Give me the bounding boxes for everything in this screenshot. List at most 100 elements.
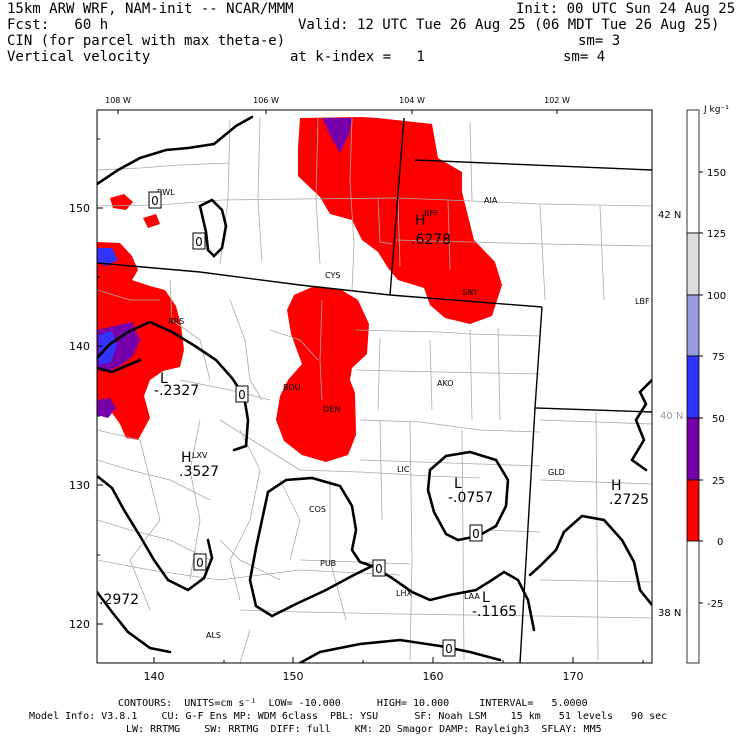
extremum-value: .6278 — [411, 232, 451, 248]
svg-text:0: 0 — [375, 562, 383, 576]
vv-contour-zero-east-loop — [426, 450, 510, 542]
cin-red-region-west — [97, 242, 184, 440]
station-rrs: RRS — [168, 317, 184, 326]
vv-contour-zero-west-tail — [97, 358, 142, 374]
vv-contour-zero-nw — [97, 115, 254, 186]
contours-info: CONTOURS: UNITS=cm s⁻¹ LOW= -10.000 HIGH… — [118, 698, 588, 709]
cin-red-region-north — [298, 117, 502, 324]
station-aia: AIA — [484, 196, 498, 205]
colorbar-label: 100 — [707, 291, 726, 302]
extremum-letter: H — [611, 478, 622, 494]
contour-label-box: 0 — [235, 385, 249, 403]
cin-red-region-denver — [276, 287, 369, 462]
field-cin-smooth: sm= 3 — [578, 33, 621, 49]
field-vv-label: Vertical velocity — [7, 49, 151, 65]
station-sny: SNY — [462, 288, 478, 297]
contour-label-box: 0 — [469, 524, 483, 542]
svg-text:0: 0 — [238, 388, 246, 402]
colorbar-label: 0 — [717, 537, 723, 548]
colorbar-label: -25 — [707, 599, 723, 610]
forecast-hour: Fcst: 60 h — [7, 17, 109, 33]
station-gld: GLD — [548, 468, 565, 477]
y-tick-label: 150 — [69, 202, 90, 215]
vv-contour-zero-east-edge — [630, 378, 652, 472]
model-title: 15km ARW WRF, NAM-init -- NCAR/MMM — [7, 1, 294, 17]
lon-labels: 108 W 106 W 104 W 102 W — [105, 96, 570, 105]
extremum-letter: H — [415, 213, 426, 229]
contour-label-box: 0 — [192, 232, 206, 250]
cin-blue-patch-nw — [97, 248, 118, 266]
svg-text:0: 0 — [151, 194, 159, 208]
station-pub: PUB — [320, 559, 336, 568]
k-index-label: at k-index = 1 — [290, 49, 425, 65]
lat-label: 38 N — [658, 608, 681, 619]
contour-label-box: 0 — [442, 639, 456, 657]
co-ks-border — [519, 407, 536, 663]
station-bou: BOU — [283, 383, 301, 392]
x-tick-label: 150 — [283, 670, 304, 683]
ne-ks-border — [534, 306, 652, 413]
colorbar-unit: J kg⁻¹ — [703, 105, 729, 115]
y-tick-label: 120 — [69, 618, 90, 631]
contour-labels-layer: 0 0 0 0 0 0 0 — [148, 191, 483, 657]
extremum-value: .2725 — [609, 492, 649, 508]
station-lhx: LHX — [396, 589, 412, 598]
x-tick-label: 170 — [563, 670, 584, 683]
svg-text:0: 0 — [445, 642, 453, 656]
colorbar-segment-125-150 — [686, 109, 700, 234]
cin-shading-layer — [97, 117, 502, 462]
stations-layer: RWL CYS BFF AIA SNY LBF RRS BOU DEN AKO … — [157, 188, 650, 640]
extremum-value: .3527 — [179, 464, 219, 480]
lon-label: 104 W — [399, 96, 425, 105]
cin-purple-patch-north — [322, 118, 352, 153]
vv-contour-zero-nw-loop — [198, 198, 228, 258]
colorbar-segment-lt0 — [686, 540, 700, 664]
contour-label-box: 0 — [148, 191, 162, 209]
wy-ne-border — [389, 117, 405, 296]
x-axis-ticks: 140 150 160 170 — [144, 670, 584, 683]
lat-label: 40 N — [660, 411, 683, 422]
cin-red-speck-nw — [110, 194, 133, 210]
vv-contour-zero-se — [562, 514, 652, 607]
station-bff: BFF — [424, 209, 439, 218]
colorbar-segment-75-100 — [686, 294, 700, 357]
colorbar-label: 150 — [707, 168, 726, 179]
lat-label: 42 N — [658, 210, 681, 221]
lon-label: 102 W — [544, 96, 570, 105]
lat-labels: 42 N 40 N 38 N — [658, 210, 683, 619]
x-tick-label: 160 — [423, 670, 444, 683]
y-tick-label: 130 — [69, 479, 90, 492]
station-rwl: RWL — [157, 188, 175, 197]
colorbar-label: 125 — [707, 229, 726, 240]
contour-label-box: 0 — [193, 553, 207, 571]
svg-text:0: 0 — [472, 527, 480, 541]
vv-contour-zero-west — [97, 320, 250, 452]
lon-label: 108 W — [105, 96, 131, 105]
colorbar: J kg⁻¹ 150 125 100 75 50 25 0 -25 — [686, 105, 729, 664]
colorbar-label: 75 — [712, 352, 725, 363]
state-boundaries-layer — [97, 117, 652, 663]
vv-contour-zero-center — [266, 476, 536, 632]
model-info-line2: LW: RRTMG SW: RRTMG DIFF: full KM: 2D Sm… — [126, 724, 602, 735]
station-den: DEN — [323, 405, 340, 414]
station-als: ALS — [206, 631, 221, 640]
x-tick-label: 140 — [144, 670, 165, 683]
contour-label-box: 0 — [372, 559, 386, 577]
init-time: Init: 00 UTC Sun 24 Aug 25 — [516, 1, 736, 17]
extremum-value: -.0757 — [448, 490, 493, 506]
extremum-value: -.2327 — [154, 383, 199, 399]
colorbar-segment-25-50 — [686, 417, 700, 481]
vv-contour-zero-center-west — [248, 490, 374, 618]
colorbar-segment-0-25 — [686, 479, 700, 542]
vv-contour-zero-sw2 — [97, 590, 172, 654]
cin-red-speck-nw2 — [143, 214, 160, 228]
extremum-letter: L — [160, 371, 168, 387]
svg-text:0: 0 — [195, 235, 203, 249]
field-cin-label: CIN (for parcel with max theta-e) — [7, 33, 286, 49]
model-info-line1: Model Info: V3.8.1 CU: G-F Ens MP: WDM 6… — [29, 711, 668, 722]
map-frame — [96, 109, 653, 664]
ne-sd-border — [414, 159, 652, 171]
extremum-letter: H — [181, 450, 192, 466]
vv-contour-zero-se-tail — [528, 530, 566, 577]
